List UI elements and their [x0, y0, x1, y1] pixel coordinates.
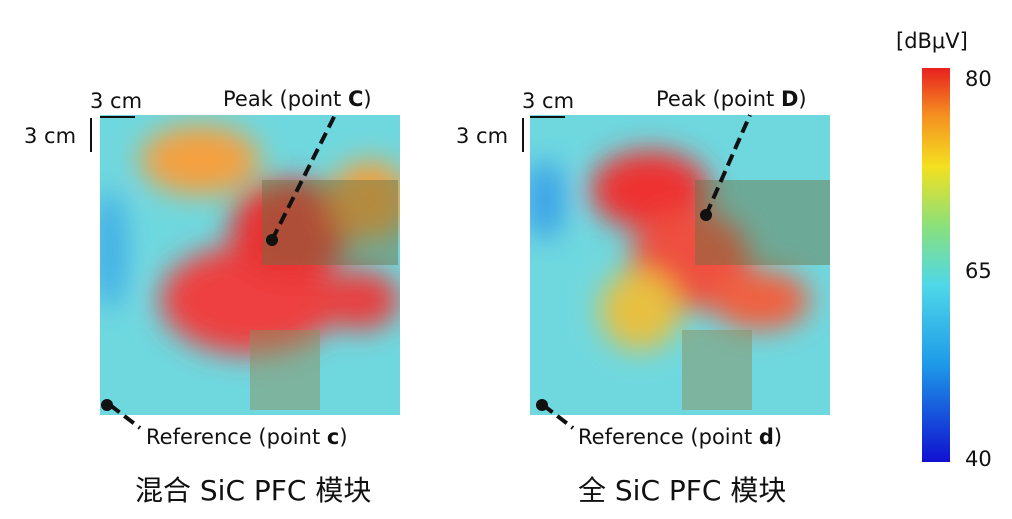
colorbar-tick: 65	[965, 259, 992, 283]
scale-x: 3 cm	[90, 89, 142, 113]
text-part: )	[798, 87, 806, 111]
scale-x: 3 cm	[522, 89, 574, 113]
colorbar-tick: 80	[965, 67, 992, 91]
reference-point	[536, 399, 548, 411]
heatmap	[100, 115, 400, 415]
heatmap	[530, 115, 830, 415]
text-part: )	[363, 87, 371, 111]
reference-point	[101, 399, 113, 411]
reference-label: Reference (point d)	[578, 425, 782, 449]
text-part: C	[348, 87, 363, 111]
colorbar-tick: 40	[965, 447, 992, 471]
scale-y: 3 cm	[456, 124, 508, 148]
text-part: d	[759, 425, 774, 449]
annotations	[90, 114, 752, 430]
text-part: Reference (point	[578, 425, 752, 449]
peak-label: Peak (point D)	[656, 87, 807, 111]
scale-y: 3 cm	[24, 124, 76, 148]
peak-point	[700, 209, 712, 221]
text-part: c	[327, 425, 339, 449]
peak-label: Peak (point C)	[223, 87, 372, 111]
reference-label: Reference (point c)	[146, 425, 348, 449]
text-part: Reference (point	[146, 425, 320, 449]
caption: 全 SiC PFC 模块	[578, 474, 786, 507]
text-part: D	[781, 87, 798, 111]
text-part: Peak (point	[223, 87, 341, 111]
caption: 混合 SiC PFC 模块	[135, 474, 371, 507]
colorbar	[922, 68, 950, 462]
text-part: Peak (point	[656, 87, 774, 111]
peak-point	[266, 234, 278, 246]
colorbar-unit: [dBμV]	[896, 29, 968, 53]
text-part: )	[339, 425, 347, 449]
text-part: )	[774, 425, 782, 449]
